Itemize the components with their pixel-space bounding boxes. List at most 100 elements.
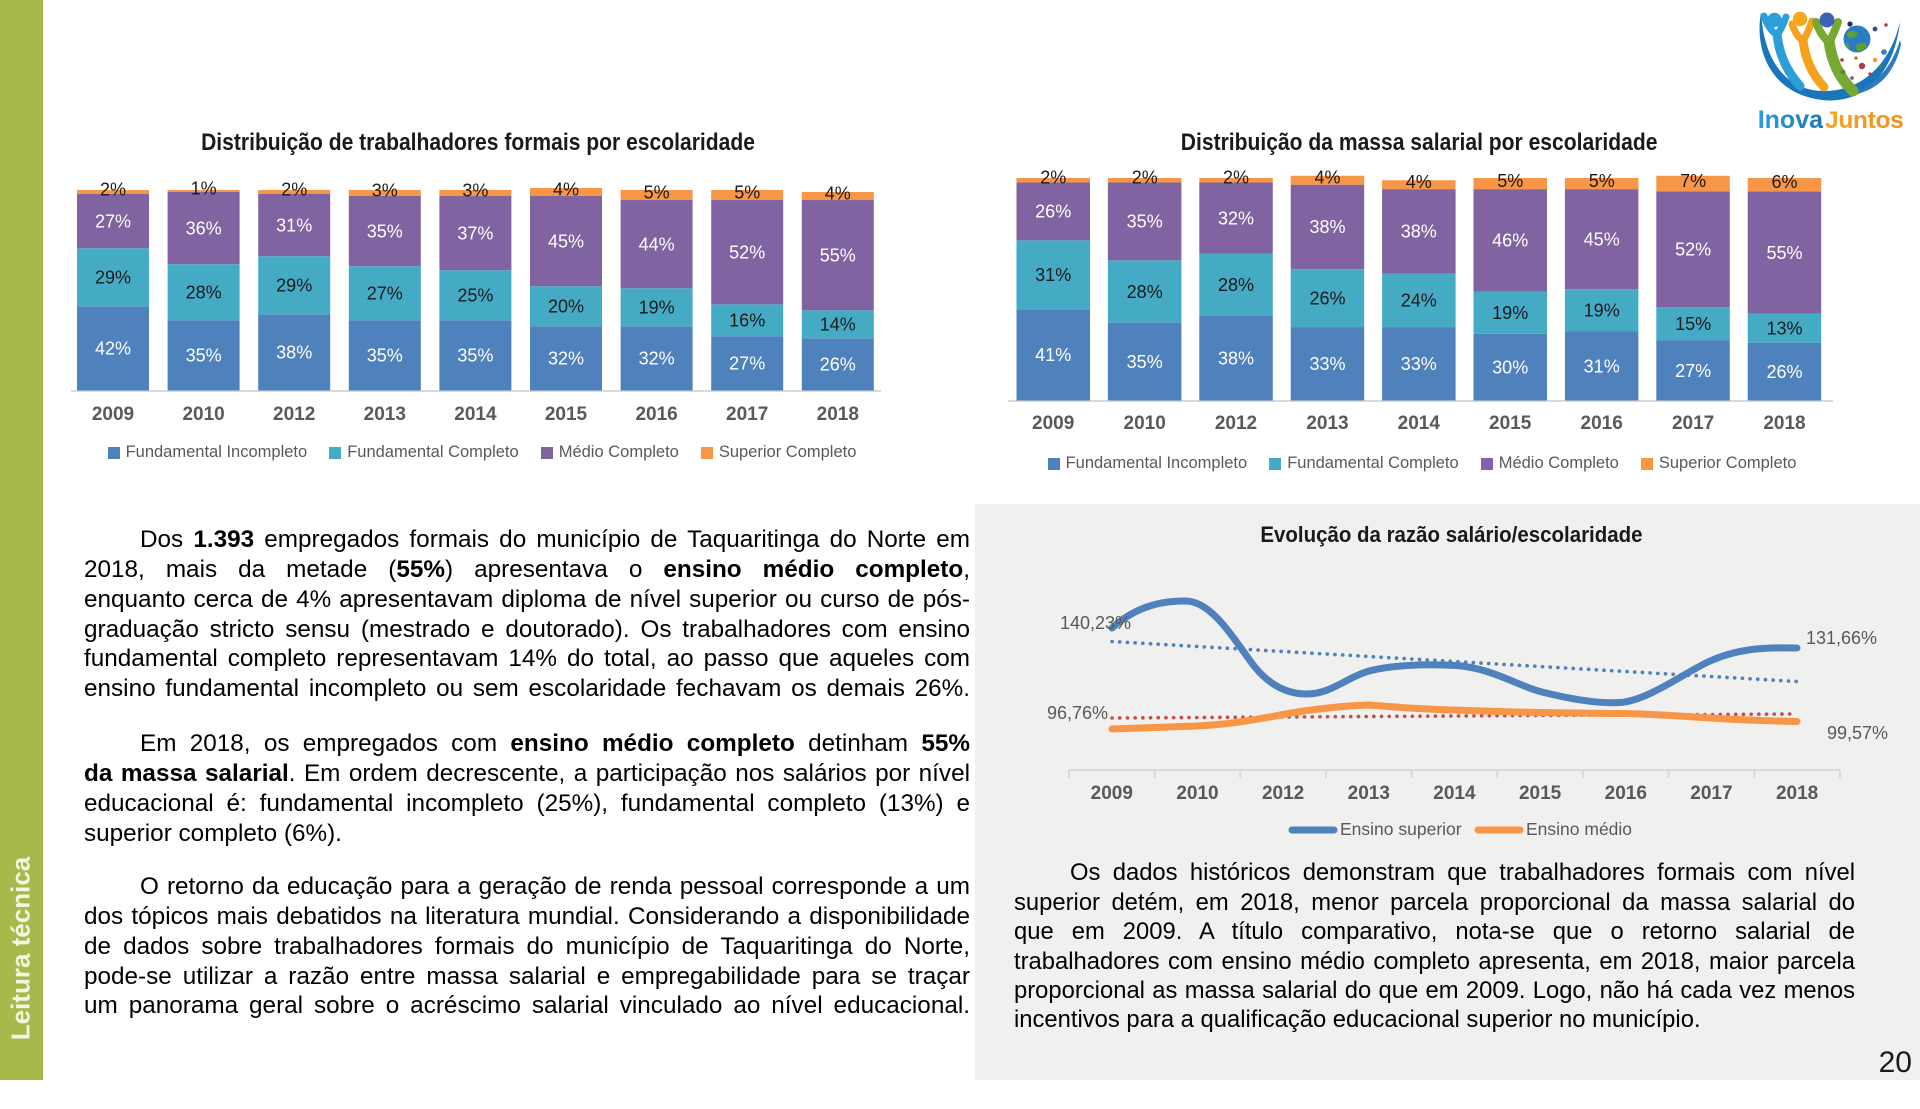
svg-text:Juntos: Juntos	[1825, 107, 1904, 134]
svg-text:32%: 32%	[1218, 208, 1254, 228]
svg-text:55%: 55%	[820, 246, 856, 266]
svg-text:2013: 2013	[364, 404, 406, 425]
svg-text:32%: 32%	[639, 349, 675, 369]
svg-text:2017: 2017	[1690, 783, 1732, 804]
svg-text:4%: 4%	[1406, 172, 1432, 192]
svg-text:2015: 2015	[545, 404, 588, 425]
svg-text:2016: 2016	[635, 404, 677, 425]
svg-text:2010: 2010	[1176, 783, 1218, 804]
svg-text:2%: 2%	[281, 179, 307, 199]
svg-text:38%: 38%	[1401, 222, 1437, 242]
svg-text:Inova: Inova	[1758, 106, 1824, 134]
svg-text:140,23%: 140,23%	[1060, 613, 1131, 633]
svg-text:33%: 33%	[1401, 354, 1437, 374]
svg-text:31%: 31%	[276, 215, 312, 235]
svg-text:37%: 37%	[457, 223, 493, 243]
svg-text:38%: 38%	[276, 343, 312, 363]
svg-text:13%: 13%	[1766, 319, 1802, 339]
svg-text:27%: 27%	[1675, 361, 1711, 381]
svg-text:27%: 27%	[729, 354, 765, 374]
svg-text:96,76%: 96,76%	[1047, 703, 1108, 723]
svg-text:32%: 32%	[548, 349, 584, 369]
svg-text:52%: 52%	[1675, 240, 1711, 260]
svg-text:35%: 35%	[186, 346, 222, 366]
svg-text:2%: 2%	[1040, 168, 1066, 188]
svg-text:2%: 2%	[100, 179, 126, 199]
svg-text:45%: 45%	[548, 231, 584, 251]
svg-text:33%: 33%	[1309, 354, 1345, 374]
svg-text:2012: 2012	[1262, 783, 1304, 804]
svg-text:26%: 26%	[1766, 362, 1802, 382]
svg-text:46%: 46%	[1492, 231, 1528, 251]
svg-text:19%: 19%	[1492, 303, 1528, 323]
svg-text:35%: 35%	[367, 221, 403, 241]
svg-text:19%: 19%	[1584, 301, 1620, 321]
svg-text:15%: 15%	[1675, 314, 1711, 334]
svg-text:52%: 52%	[729, 243, 765, 263]
svg-text:2015: 2015	[1489, 413, 1532, 434]
svg-text:19%: 19%	[639, 298, 675, 318]
svg-text:5%: 5%	[644, 182, 670, 202]
svg-text:31%: 31%	[1035, 265, 1071, 285]
svg-text:2015: 2015	[1519, 783, 1562, 804]
svg-text:27%: 27%	[95, 211, 131, 231]
svg-text:16%: 16%	[729, 311, 765, 331]
svg-text:26%: 26%	[1309, 288, 1345, 308]
svg-text:35%: 35%	[1127, 352, 1163, 372]
svg-text:35%: 35%	[367, 346, 403, 366]
svg-text:38%: 38%	[1309, 217, 1345, 237]
svg-text:Ensino superior: Ensino superior	[1340, 819, 1462, 839]
svg-text:2009: 2009	[1091, 783, 1133, 804]
svg-text:14%: 14%	[820, 315, 856, 335]
svg-text:5%: 5%	[1497, 171, 1523, 191]
svg-text:2009: 2009	[92, 404, 134, 425]
svg-text:26%: 26%	[1035, 202, 1071, 222]
svg-text:3%: 3%	[372, 180, 398, 200]
svg-text:45%: 45%	[1584, 230, 1620, 250]
svg-text:2009: 2009	[1032, 413, 1074, 434]
svg-text:6%: 6%	[1771, 172, 1797, 192]
svg-text:2014: 2014	[1398, 413, 1441, 434]
svg-text:5%: 5%	[1589, 171, 1615, 191]
svg-text:31%: 31%	[1584, 356, 1620, 376]
svg-text:2013: 2013	[1306, 413, 1348, 434]
svg-text:35%: 35%	[1127, 212, 1163, 232]
svg-text:41%: 41%	[1035, 345, 1071, 365]
svg-text:Ensino médio: Ensino médio	[1526, 819, 1632, 839]
svg-text:28%: 28%	[1218, 275, 1254, 295]
svg-text:2018: 2018	[817, 404, 859, 425]
svg-text:28%: 28%	[186, 283, 222, 303]
svg-text:3%: 3%	[462, 180, 488, 200]
svg-text:35%: 35%	[457, 346, 493, 366]
svg-text:2018: 2018	[1763, 413, 1805, 434]
svg-text:7%: 7%	[1680, 171, 1706, 191]
svg-text:4%: 4%	[553, 179, 579, 199]
svg-text:2018: 2018	[1776, 783, 1818, 804]
svg-text:1%: 1%	[191, 178, 217, 198]
svg-text:99,57%: 99,57%	[1827, 723, 1888, 743]
svg-text:55%: 55%	[1766, 243, 1802, 263]
svg-text:131,66%: 131,66%	[1806, 628, 1877, 648]
svg-text:4%: 4%	[825, 183, 851, 203]
svg-text:5%: 5%	[734, 182, 760, 202]
svg-text:24%: 24%	[1401, 291, 1437, 311]
svg-text:25%: 25%	[457, 286, 493, 306]
svg-text:2017: 2017	[726, 404, 768, 425]
svg-text:2016: 2016	[1605, 783, 1647, 804]
svg-text:26%: 26%	[820, 355, 856, 375]
svg-text:42%: 42%	[95, 339, 131, 359]
svg-text:29%: 29%	[276, 276, 312, 296]
svg-text:38%: 38%	[1218, 349, 1254, 369]
svg-text:2010: 2010	[1124, 413, 1166, 434]
svg-text:29%: 29%	[95, 268, 131, 288]
svg-text:27%: 27%	[367, 284, 403, 304]
svg-text:44%: 44%	[639, 234, 675, 254]
svg-text:2012: 2012	[273, 404, 315, 425]
svg-text:2013: 2013	[1348, 783, 1390, 804]
svg-text:2012: 2012	[1215, 413, 1257, 434]
svg-text:2010: 2010	[182, 404, 224, 425]
svg-text:2014: 2014	[1433, 783, 1476, 804]
svg-text:2014: 2014	[454, 404, 497, 425]
svg-text:20%: 20%	[548, 297, 584, 317]
svg-text:28%: 28%	[1127, 282, 1163, 302]
